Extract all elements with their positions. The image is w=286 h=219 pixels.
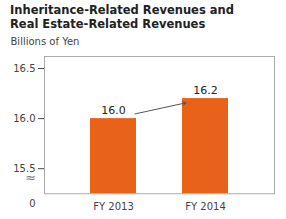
svg-text:15.5: 15.5 xyxy=(13,162,36,174)
svg-text:16.0: 16.0 xyxy=(13,113,35,124)
html-text:Inheritance-Related Revenues a: Inheritance-Related Revenues and Real Es… xyxy=(10,3,234,32)
svg-text:16.0: 16.0 xyxy=(101,103,126,116)
svg-text:0: 0 xyxy=(29,198,35,209)
svg-text:FY 2013: FY 2013 xyxy=(93,201,134,212)
svg-text:Billions of Yen: Billions of Yen xyxy=(11,35,80,46)
svg-text:≈: ≈ xyxy=(25,170,36,185)
svg-text:16.2: 16.2 xyxy=(193,83,218,96)
svg-text:16.5: 16.5 xyxy=(13,62,35,73)
svg-text:FY 2014: FY 2014 xyxy=(185,201,226,212)
